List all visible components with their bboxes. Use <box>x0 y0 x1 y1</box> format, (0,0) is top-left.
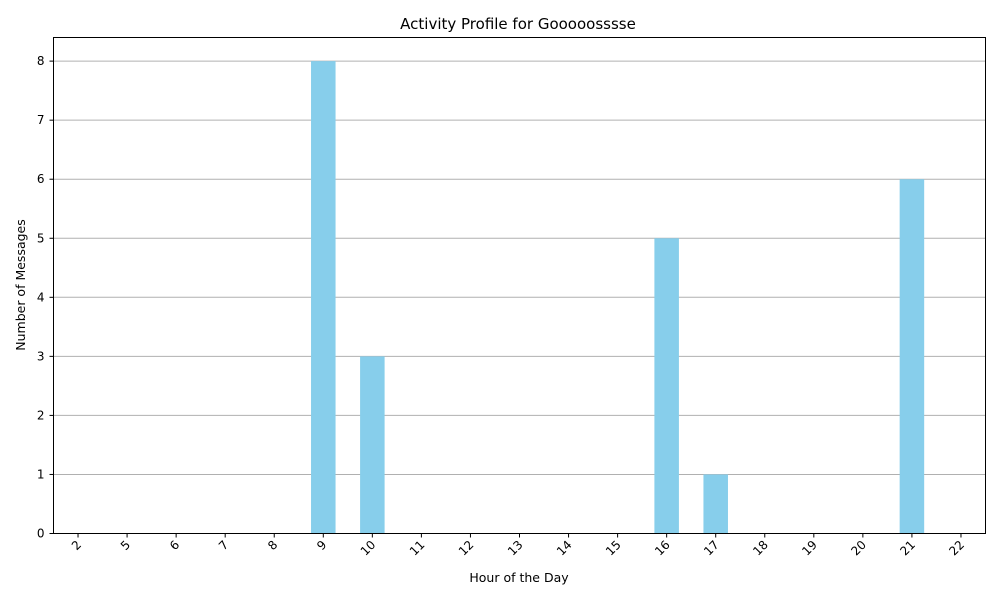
x-tick-label: 7 <box>216 538 231 553</box>
x-tick-label: 21 <box>897 538 918 559</box>
grid-lines <box>53 60 986 534</box>
bars <box>311 61 925 534</box>
x-tick-label: 17 <box>701 538 722 559</box>
y-axis-label: Number of Messages <box>13 219 28 351</box>
y-tick-label: 8 <box>37 54 45 68</box>
x-tick-label: 11 <box>407 538 428 559</box>
x-axis-label: Hour of the Day <box>469 570 569 585</box>
chart-title: Activity Profile for Gooooosssse <box>400 15 636 33</box>
x-tick-label: 9 <box>314 538 329 553</box>
x-axis-ticks: 2 5 6 7 8 9 10 11 12 13 14 15 16 17 18 19 20 21 22 <box>69 533 967 559</box>
x-tick-label: 5 <box>118 538 133 553</box>
x-tick-label: 12 <box>456 538 477 559</box>
bar-hour-17 <box>703 474 728 534</box>
x-tick-label: 18 <box>750 538 771 559</box>
bar-hour-16 <box>654 238 679 534</box>
x-tick-label: 20 <box>848 538 869 559</box>
y-tick-label: 0 <box>37 527 45 541</box>
x-tick-label: 13 <box>505 538 526 559</box>
x-tick-label: 22 <box>946 538 967 559</box>
bar-hour-21 <box>899 179 925 534</box>
bar-hour-10 <box>360 356 385 534</box>
y-tick-label: 5 <box>37 231 45 245</box>
x-tick-label: 10 <box>358 538 379 559</box>
x-tick-label: 16 <box>652 538 673 559</box>
x-tick-label: 19 <box>799 538 820 559</box>
x-tick-label: 2 <box>69 538 84 553</box>
x-tick-label: 15 <box>603 538 624 559</box>
y-tick-label: 2 <box>37 408 45 422</box>
x-tick-label: 6 <box>167 538 182 553</box>
y-tick-label: 1 <box>37 467 45 481</box>
bar-hour-9 <box>311 61 336 534</box>
y-axis-ticks: 0 1 2 3 4 5 6 7 8 <box>37 54 54 541</box>
plot-frame <box>53 37 986 534</box>
y-tick-label: 7 <box>37 113 45 127</box>
y-tick-label: 6 <box>37 172 45 186</box>
x-tick-label: 14 <box>554 538 575 559</box>
y-tick-label: 4 <box>37 290 45 304</box>
x-tick-label: 8 <box>265 538 280 553</box>
y-tick-label: 3 <box>37 349 45 363</box>
